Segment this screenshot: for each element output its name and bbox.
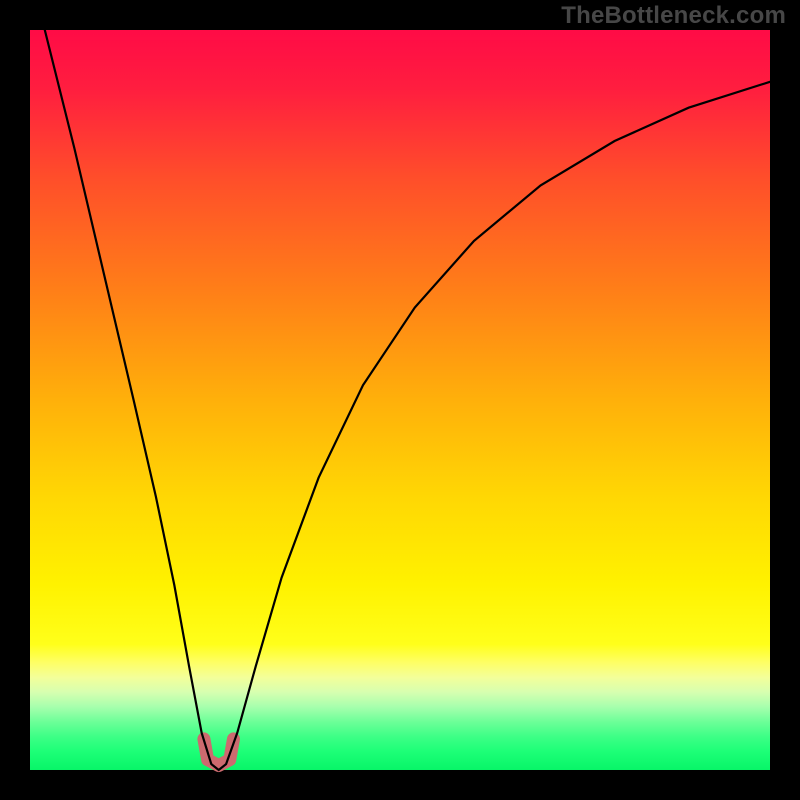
plot-background: [30, 30, 770, 770]
chart-frame: TheBottleneck.com: [0, 0, 800, 800]
bottleneck-chart-svg: [0, 0, 800, 800]
watermark-text: TheBottleneck.com: [561, 2, 786, 30]
